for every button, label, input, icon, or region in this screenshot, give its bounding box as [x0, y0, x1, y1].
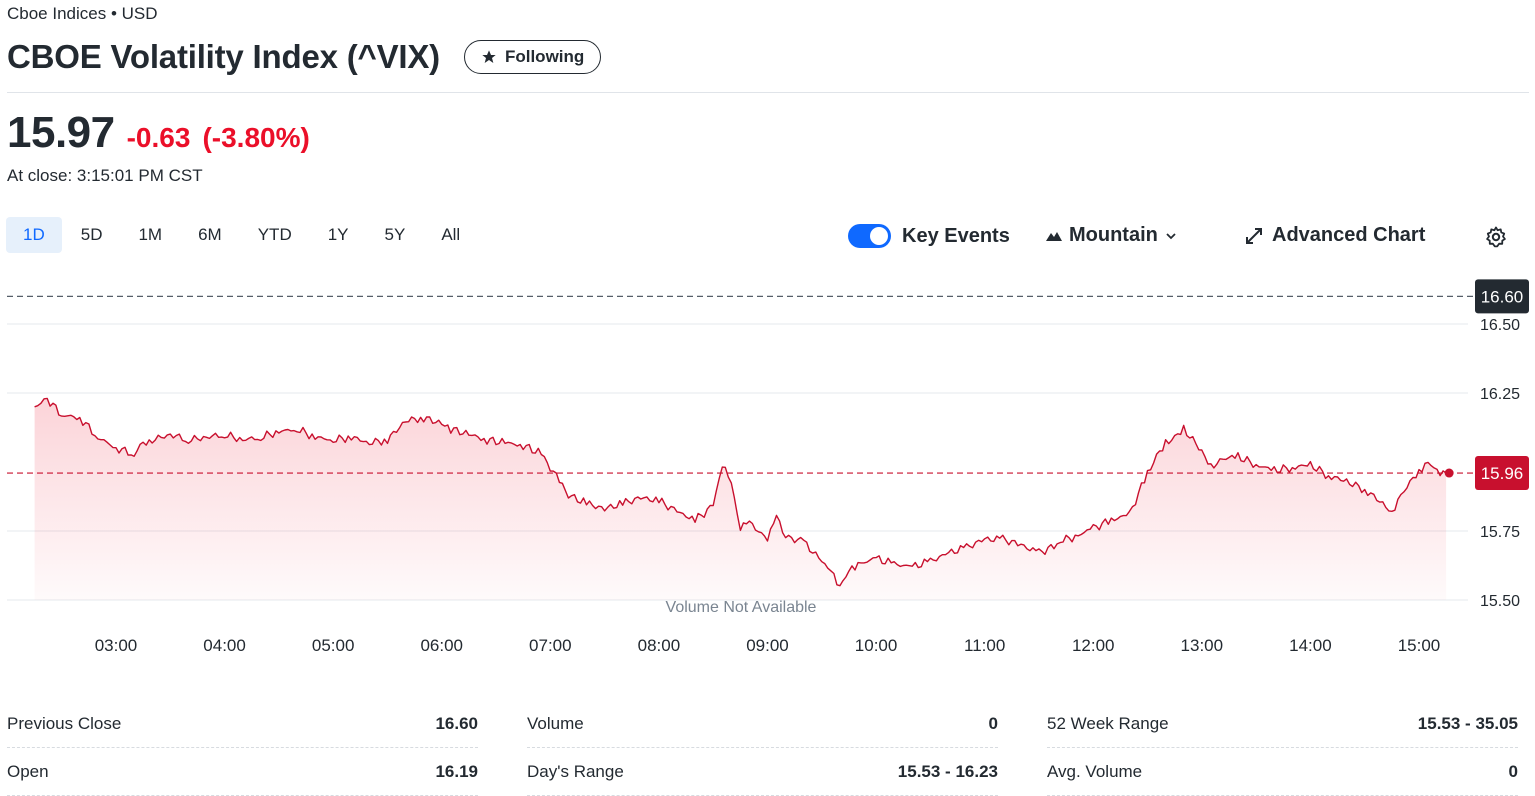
- y-tick-label: 15.50: [1480, 593, 1520, 610]
- x-tick-label: 08:00: [638, 636, 681, 655]
- key-events-label: Key Events: [902, 224, 1010, 247]
- stats-column-1: Previous Close 16.60 Open 16.19: [7, 700, 478, 796]
- price-change-percent: (-3.80%): [202, 122, 310, 153]
- stat-previous-close: Previous Close 16.60: [7, 700, 478, 748]
- stat-label: Avg. Volume: [1047, 761, 1143, 781]
- exchange-label: Cboe Indices • USD: [7, 4, 158, 23]
- stat-value: 15.53 - 16.23: [897, 761, 998, 781]
- mountain-icon: [1046, 231, 1062, 241]
- current-price: 15.97: [7, 108, 115, 157]
- stat-label: Day's Range: [527, 761, 624, 781]
- advanced-chart-label: Advanced Chart: [1272, 224, 1426, 246]
- volume-not-available-note: Volume Not Available: [666, 599, 817, 616]
- x-tick-label: 10:00: [855, 636, 898, 655]
- chart-type-dropdown[interactable]: Mountain: [1045, 224, 1178, 247]
- stat-days-range: Day's Range 15.53 - 16.23: [527, 748, 998, 796]
- gear-icon[interactable]: [1484, 225, 1508, 249]
- range-tab-1y[interactable]: 1Y: [327, 225, 349, 244]
- range-tab-ytd[interactable]: YTD: [257, 225, 292, 244]
- advanced-chart-button[interactable]: Advanced Chart: [1244, 224, 1425, 247]
- x-tick-label: 11:00: [964, 636, 1005, 655]
- quote-row: 15.97 -0.63 (-3.80%): [7, 108, 310, 158]
- page-title: CBOE Volatility Index (^VIX): [7, 38, 440, 75]
- following-label: Following: [504, 47, 585, 66]
- range-tab-5d[interactable]: 5D: [80, 225, 103, 244]
- range-tabs: 1D 5D 1M 6M YTD 1Y 5Y All: [6, 217, 479, 253]
- price-line: [34, 397, 1447, 587]
- range-tab-6m[interactable]: 6M: [198, 225, 222, 244]
- stat-label: Volume: [527, 713, 584, 733]
- x-tick-label: 03:00: [95, 636, 138, 655]
- price-chart[interactable]: 16.60 15.96 16.50 16.25 15.75 15.50 03:00 04:…: [0, 262, 1535, 682]
- y-tick-label: 16.25: [1480, 386, 1520, 403]
- range-tab-all[interactable]: All: [441, 225, 461, 244]
- stat-52-week-range: 52 Week Range 15.53 - 35.05: [1047, 700, 1518, 748]
- y-tick-label: 16.50: [1480, 317, 1520, 334]
- x-tick-label: 12:00: [1072, 636, 1115, 655]
- close-time: At close: 3:15:01 PM CST: [7, 166, 203, 185]
- x-tick-label: 05:00: [312, 636, 355, 655]
- stat-label: Open: [7, 761, 49, 781]
- stat-value: 0: [988, 713, 998, 733]
- reference-label: 16.60: [1481, 287, 1524, 306]
- stat-label: Previous Close: [7, 713, 122, 733]
- stat-value: 16.19: [435, 761, 478, 781]
- stat-value: 16.60: [435, 713, 478, 733]
- price-area: [34, 398, 1447, 600]
- price-change: -0.63: [126, 122, 191, 153]
- x-tick-label: 07:00: [529, 636, 572, 655]
- range-tab-1m[interactable]: 1M: [138, 225, 163, 244]
- stat-open: Open 16.19: [7, 748, 478, 796]
- key-events-toggle[interactable]: [848, 224, 891, 248]
- chart-type-label: Mountain: [1069, 224, 1158, 246]
- current-price-tag: 15.96: [1475, 456, 1529, 491]
- range-tab-1d[interactable]: 1D: [6, 217, 62, 253]
- y-tick-label: 15.75: [1480, 524, 1520, 541]
- stat-label: 52 Week Range: [1047, 713, 1169, 733]
- previous-close-tag: 16.60: [1475, 279, 1529, 314]
- x-tick-label: 06:00: [420, 636, 463, 655]
- stat-avg-volume: Avg. Volume 0: [1047, 748, 1518, 796]
- range-tab-5y[interactable]: 5Y: [384, 225, 406, 244]
- reference-label: 15.96: [1481, 464, 1524, 483]
- stat-value: 15.53 - 35.05: [1417, 713, 1518, 733]
- x-tick-label: 04:00: [203, 636, 246, 655]
- stats-column-3: 52 Week Range 15.53 - 35.05 Avg. Volume …: [1047, 700, 1518, 796]
- header-divider: [7, 92, 1529, 93]
- key-events-control[interactable]: Key Events: [848, 220, 1010, 252]
- title-row: CBOE Volatility Index (^VIX) Following: [7, 38, 602, 76]
- x-tick-label: 13:00: [1181, 636, 1224, 655]
- x-tick-label: 15:00: [1398, 636, 1441, 655]
- stat-value: 0: [1508, 761, 1518, 781]
- chevron-down-icon: [1166, 232, 1176, 239]
- expand-icon: [1246, 227, 1262, 244]
- star-icon: [482, 50, 496, 63]
- following-button[interactable]: Following: [463, 40, 602, 74]
- x-tick-label: 09:00: [746, 636, 789, 655]
- stat-volume: Volume 0: [527, 700, 998, 748]
- x-tick-label: 14:00: [1289, 636, 1332, 655]
